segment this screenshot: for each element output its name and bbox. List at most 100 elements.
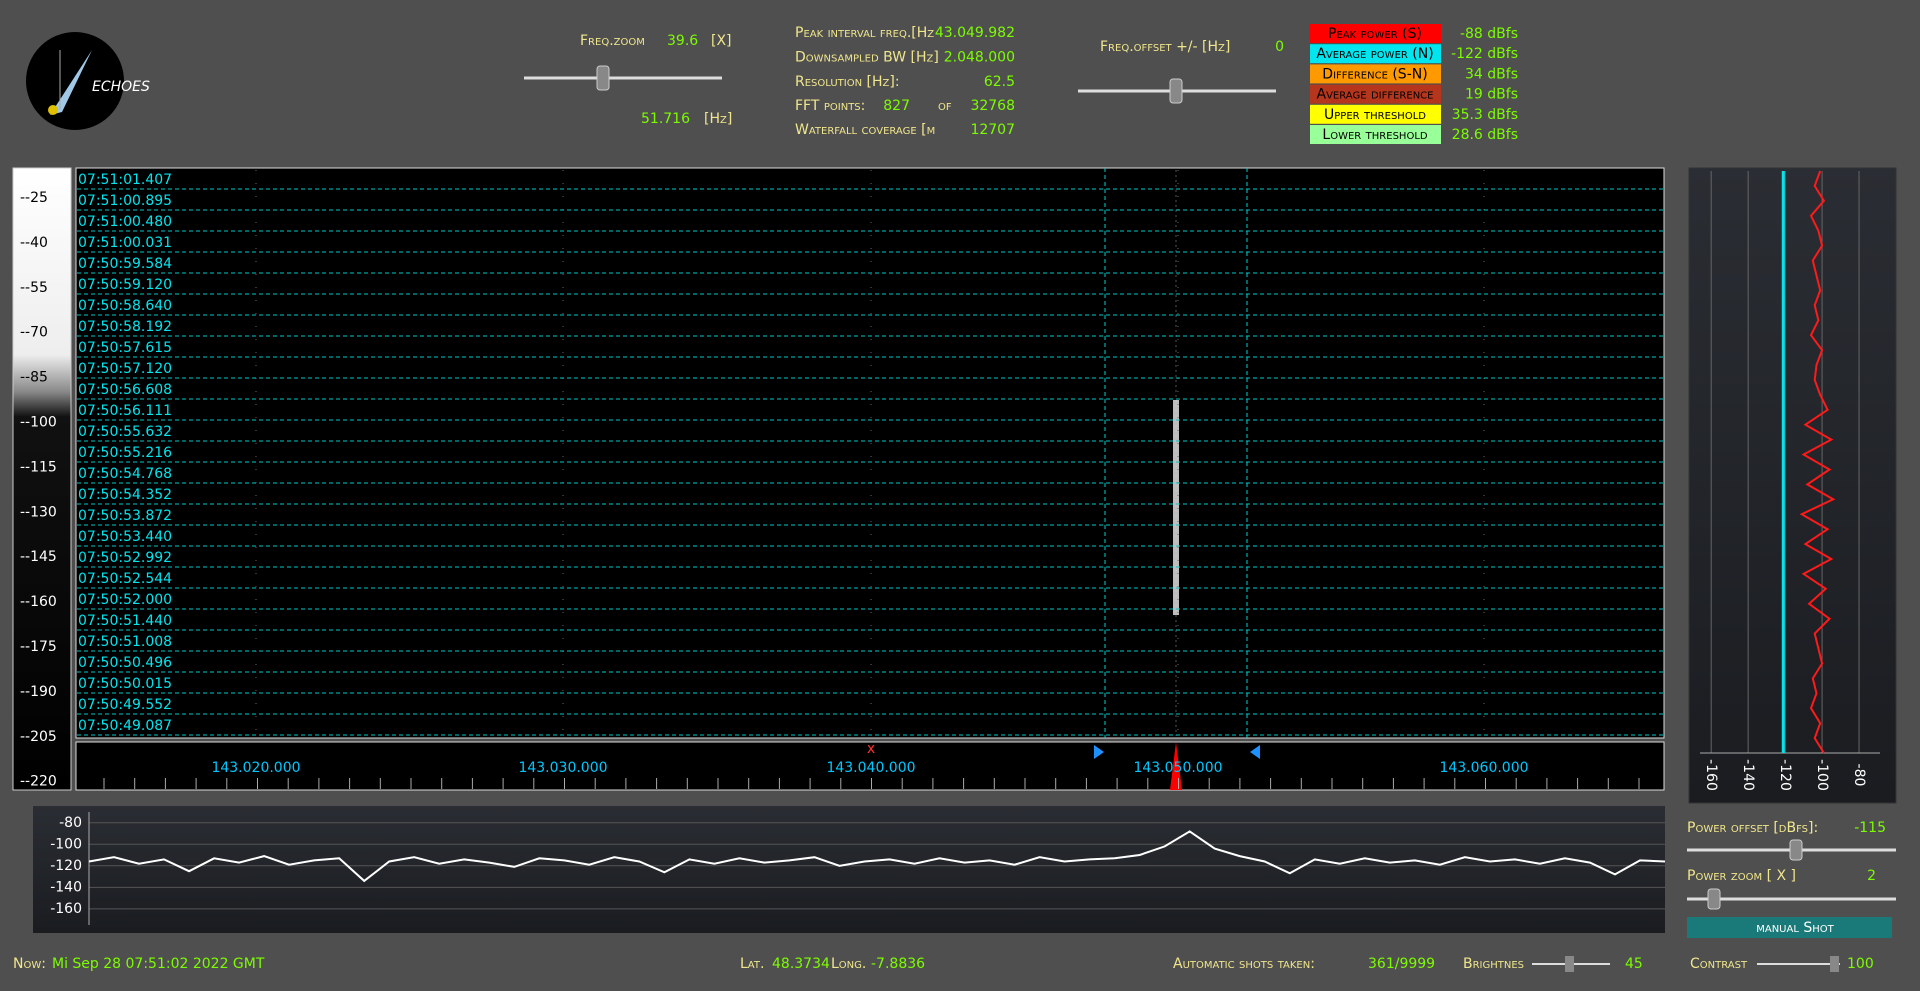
timestamp: 07:50:58.640: [78, 298, 172, 314]
timestamp: 07:50:49.087: [78, 718, 172, 734]
label: Long.: [831, 956, 866, 972]
label: Brightnes: [1463, 956, 1524, 972]
timestamp: 07:50:58.192: [78, 319, 172, 335]
legend-swatch: [1310, 24, 1441, 43]
timestamp: 07:50:57.615: [78, 340, 172, 356]
waterfall: [75, 167, 1665, 739]
value: 361/9999: [1368, 956, 1435, 972]
timestamp: 07:50:53.872: [78, 508, 172, 524]
value: 12707: [970, 122, 1015, 138]
y-tick-label: -160: [50, 901, 82, 917]
label: FFT points:: [795, 98, 865, 114]
legend-swatch: [1310, 104, 1441, 124]
label: Contrast: [1690, 956, 1748, 972]
spectrum-line: [88, 830, 1666, 883]
freq-label: 143.060.000: [1439, 760, 1528, 776]
value: 100: [1847, 956, 1874, 972]
timestamp: 07:50:51.440: [78, 613, 172, 629]
db-scale-label: --205: [20, 729, 57, 745]
db-scale-label: --100: [20, 415, 57, 431]
value: -7.8836: [871, 956, 925, 972]
db-scale-label: --190: [20, 684, 57, 700]
x-tick-label: -160: [1703, 759, 1719, 791]
timestamp: 07:50:59.584: [78, 256, 172, 272]
value: 0: [1275, 39, 1284, 55]
legend-value: 34 dBfs: [1465, 66, 1518, 82]
center-marker: x: [867, 741, 875, 757]
db-scale-label: --25: [20, 190, 48, 206]
value: 2.048.000: [944, 50, 1015, 66]
button-label: manual Shot: [1756, 920, 1834, 936]
legend-label: Upper threshold: [1324, 107, 1426, 123]
slider-thumb[interactable]: [1830, 956, 1839, 972]
legend-swatch: [1310, 64, 1441, 84]
slider-thumb[interactable]: [1789, 839, 1803, 861]
label: Freq.offset +/- [Hz]: [1100, 39, 1230, 55]
unit: [Hz]: [704, 111, 732, 127]
legend-value: 28.6 dBfs: [1452, 127, 1518, 143]
db-scale-label: --175: [20, 639, 57, 655]
value: 2: [1867, 868, 1876, 884]
status-bar: Now: Mi Sep 28 07:51:02 2022 GMT Lat. 48…: [13, 956, 1874, 972]
timestamp: 07:50:59.120: [78, 277, 172, 293]
value: 827: [883, 98, 910, 114]
label: Downsampled BW [Hz]: [795, 50, 939, 66]
interval-marker: [1094, 745, 1104, 759]
slider-thumb[interactable]: [596, 65, 610, 91]
label: of: [938, 98, 952, 114]
db-scale-label: --160: [20, 594, 57, 610]
freq-label: 143.040.000: [826, 760, 915, 776]
timestamp: 07:50:51.008: [78, 634, 172, 650]
timestamp: 07:50:52.992: [78, 550, 172, 566]
x-tick-label: -80: [1851, 764, 1867, 787]
timestamp: 07:50:53.440: [78, 529, 172, 545]
label: Peak interval freq.[Hz: [795, 25, 934, 41]
timestamp: 07:50:55.216: [78, 445, 172, 461]
slider-thumb[interactable]: [1169, 78, 1183, 104]
manual-shot-button[interactable]: [1687, 917, 1892, 938]
power-line: [1799, 170, 1836, 754]
legend-swatch: [1310, 44, 1441, 64]
timestamp: 07:51:00.480: [78, 214, 172, 230]
legend-label: Average difference: [1317, 87, 1434, 103]
legend-value: -122 dBfs: [1451, 46, 1518, 62]
db-scale-label: --85: [20, 370, 48, 386]
db-scale-label: --130: [20, 504, 57, 520]
legend-swatch: [1310, 125, 1441, 144]
logo-dot: [48, 105, 58, 115]
timestamp: 07:50:56.608: [78, 382, 172, 398]
y-tick-label: -140: [50, 879, 82, 895]
legend-value: 19 dBfs: [1465, 87, 1518, 103]
label: Automatic shots taken:: [1173, 956, 1315, 972]
value: 45: [1625, 956, 1643, 972]
slider-thumb[interactable]: [1707, 888, 1721, 910]
timestamp: 07:50:54.768: [78, 466, 172, 482]
label: Power zoom [ X ]: [1687, 868, 1796, 884]
x-tick-label: -140: [1740, 759, 1756, 791]
legend-label: Difference (S-N): [1322, 66, 1427, 82]
spectrum-panel: [33, 806, 1665, 933]
db-scale-label: --40: [20, 235, 48, 251]
db-scale-label: --145: [20, 549, 57, 565]
value: 32768: [970, 98, 1015, 114]
label: Waterfall coverage [m: [795, 122, 935, 138]
value: 39.6: [667, 33, 698, 49]
timestamp: 07:50:52.544: [78, 571, 172, 587]
timestamp: 07:51:01.407: [78, 172, 172, 188]
freq-label: 143.050.000: [1133, 760, 1222, 776]
label: Resolution [Hz]:: [795, 74, 900, 90]
logo-text: ECHOES: [92, 79, 150, 95]
value: Mi Sep 28 07:51:02 2022 GMT: [52, 956, 265, 972]
slider-thumb[interactable]: [1565, 956, 1574, 972]
info-panel: FFT points: 827 of 32768 Waterfall cover…: [795, 98, 1015, 138]
legend-label: Lower threshold: [1322, 127, 1427, 143]
timestamp: 07:50:50.496: [78, 655, 172, 671]
power-panel: [1688, 167, 1897, 804]
legend-value: -88 dBfs: [1460, 26, 1518, 42]
y-tick-label: -100: [50, 836, 82, 852]
value: 62.5: [984, 74, 1015, 90]
unit: [X]: [711, 33, 732, 49]
timestamp: 07:51:00.895: [78, 193, 172, 209]
timestamp: 07:50:56.111: [78, 403, 172, 419]
